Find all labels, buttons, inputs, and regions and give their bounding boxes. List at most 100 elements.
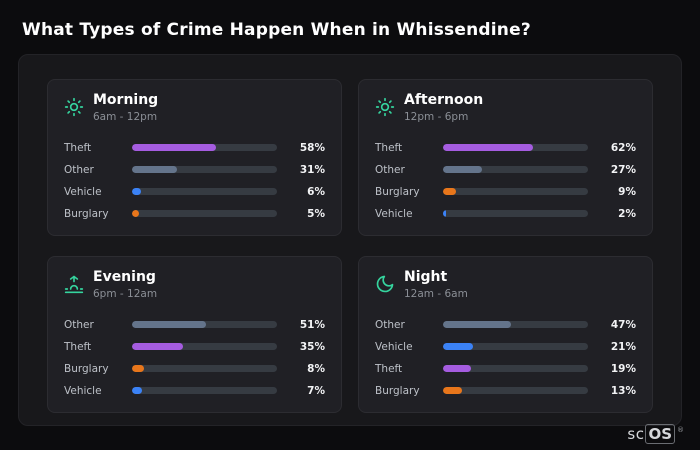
bar-label: Other (64, 163, 94, 176)
card-night: Night 12am - 6am Other 47% Vehicle 21% Theft 19… (358, 255, 653, 413)
bar-track (443, 166, 588, 174)
card-header: Night 12am - 6am (375, 269, 636, 300)
bar-track (132, 188, 277, 196)
bar-rows: Other 51% Theft 35% Burglary 8% Vehicle 7% (64, 314, 325, 402)
bar-row-burglary: Burglary 5% (64, 203, 325, 225)
bar-track (443, 387, 588, 395)
bar-value: 51% (299, 318, 325, 331)
moon-icon (375, 274, 395, 294)
bar-track (132, 321, 277, 329)
bar-track (443, 188, 588, 196)
card-subtitle: 6pm - 12am (93, 287, 158, 300)
bar-row-burglary: Burglary 8% (64, 358, 325, 380)
bar-fill (443, 343, 474, 351)
bar-fill (443, 387, 462, 395)
card-afternoon: Afternoon 12pm - 6pm Theft 62% Other 27% Burgl… (358, 79, 653, 236)
bar-value: 58% (299, 141, 325, 154)
bar-label: Theft (64, 340, 92, 353)
bar-value: 5% (307, 207, 325, 220)
bar-row-vehicle: Vehicle 2% (375, 203, 636, 225)
bar-label: Other (375, 318, 405, 331)
bar-fill (132, 343, 183, 351)
bar-track (443, 210, 588, 218)
bar-value: 9% (618, 185, 636, 198)
bar-label: Burglary (64, 362, 109, 375)
bar-label: Vehicle (375, 207, 413, 220)
bar-fill (443, 188, 457, 196)
bar-rows: Theft 62% Other 27% Burglary 9% Vehicle 2% (375, 137, 636, 225)
bar-value: 2% (618, 207, 636, 220)
bar-label: Burglary (375, 384, 420, 397)
bar-value: 35% (299, 340, 325, 353)
sun-icon (64, 97, 84, 117)
bar-row-other: Other 47% (375, 314, 636, 336)
bar-track (443, 343, 588, 351)
bar-track (132, 365, 277, 373)
bar-row-vehicle: Vehicle 21% (375, 336, 636, 358)
bar-row-burglary: Burglary 13% (375, 380, 636, 402)
bar-label: Theft (375, 141, 403, 154)
brand-prefix: sc (627, 425, 645, 443)
bar-fill (132, 365, 144, 373)
bar-fill (443, 144, 533, 152)
bar-fill (132, 210, 140, 218)
card-title: Afternoon (404, 92, 484, 108)
bar-value: 21% (610, 340, 636, 353)
card-morning: Morning 6am - 12pm Theft 58% Other 31% Vehicle… (47, 79, 342, 236)
sunset-icon (64, 274, 84, 294)
bar-track (132, 210, 277, 218)
bar-label: Vehicle (375, 340, 413, 353)
card-subtitle: 12am - 6am (404, 287, 468, 300)
bar-fill (443, 210, 446, 218)
bar-row-vehicle: Vehicle 6% (64, 181, 325, 203)
bar-label: Theft (64, 141, 92, 154)
card-header: Evening 6pm - 12am (64, 269, 325, 300)
bar-value: 8% (307, 362, 325, 375)
bar-fill (443, 166, 483, 174)
bar-value: 31% (299, 163, 325, 176)
card-header: Afternoon 12pm - 6pm (375, 92, 636, 123)
bar-value: 13% (610, 384, 636, 397)
bar-row-other: Other 31% (64, 159, 325, 181)
bar-fill (132, 166, 177, 174)
bar-label: Burglary (375, 185, 420, 198)
bar-fill (443, 365, 471, 373)
bar-track (443, 365, 588, 373)
bar-track (132, 166, 277, 174)
bar-row-theft: Theft 58% (64, 137, 325, 159)
brand-suffix: OS (645, 424, 675, 444)
bar-track (443, 144, 588, 152)
bar-label: Vehicle (64, 384, 102, 397)
cards-grid: Morning 6am - 12pm Theft 58% Other 31% Vehicle… (47, 79, 653, 413)
card-title: Night (404, 268, 448, 285)
bar-row-theft: Theft 62% (375, 137, 636, 159)
bar-value: 7% (307, 384, 325, 397)
bar-fill (443, 321, 512, 329)
bar-fill (132, 387, 143, 395)
bar-track (132, 387, 277, 395)
bar-value: 62% (610, 141, 636, 154)
bar-value: 6% (307, 185, 325, 198)
card-title: Morning (93, 92, 159, 108)
bar-rows: Other 47% Vehicle 21% Theft 19% Burglary 13% (375, 314, 636, 402)
bar-row-other: Other 51% (64, 314, 325, 336)
bar-row-theft: Theft 35% (64, 336, 325, 358)
bar-label: Theft (375, 362, 403, 375)
bar-track (132, 343, 277, 351)
card-title: Evening (93, 268, 156, 285)
registered-mark: ® (677, 426, 684, 434)
bar-row-vehicle: Vehicle 7% (64, 380, 325, 402)
card-header: Morning 6am - 12pm (64, 92, 325, 123)
bar-label: Vehicle (64, 185, 102, 198)
bar-rows: Theft 58% Other 31% Vehicle 6% Burglary 5% (64, 137, 325, 225)
bar-row-theft: Theft 19% (375, 358, 636, 380)
bar-label: Other (64, 318, 94, 331)
bar-label: Other (375, 163, 405, 176)
bar-track (132, 144, 277, 152)
card-subtitle: 6am - 12pm (93, 110, 158, 123)
bar-fill (132, 144, 217, 152)
brand-logo: sc OS ® (627, 424, 684, 444)
bar-row-burglary: Burglary 9% (375, 181, 636, 203)
crime-by-time-panel: Morning 6am - 12pm Theft 58% Other 31% Vehicle… (18, 54, 682, 426)
bar-fill (132, 188, 141, 196)
